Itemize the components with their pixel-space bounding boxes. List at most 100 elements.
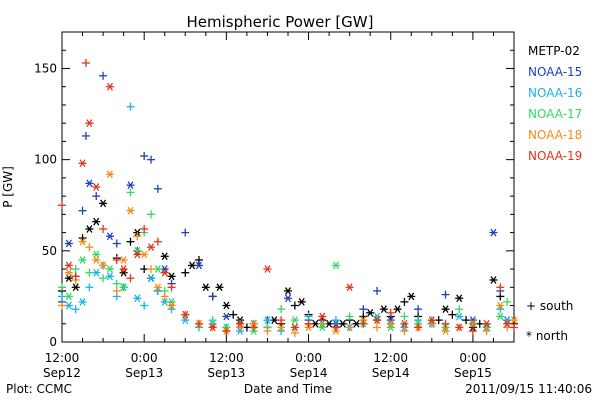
- point-noaa-17-south: [112, 279, 121, 288]
- point-metp-02-north: [379, 305, 388, 314]
- point-noaa-18-south: [147, 265, 156, 274]
- point-noaa-19-south: [58, 201, 66, 210]
- point-noaa-17-south: [126, 188, 135, 197]
- point-noaa-19-north: [503, 319, 512, 328]
- point-metp-02-north: [284, 287, 292, 295]
- point-noaa-18-south: [482, 327, 491, 336]
- point-noaa-17-north: [119, 283, 128, 292]
- point-noaa-19-south: [194, 319, 203, 328]
- point-noaa-19-south: [441, 319, 450, 328]
- point-noaa-18-north: [153, 283, 162, 292]
- point-noaa-19-north: [92, 183, 101, 191]
- point-noaa-18-north: [468, 319, 477, 328]
- point-metp-02-north: [201, 283, 210, 292]
- y-axis: 0 50 100 150: [34, 49, 514, 349]
- point-noaa-17-south: [345, 312, 354, 321]
- legend-entry: NOAA-17: [528, 107, 582, 121]
- footer-right: 2011/09/15 11:40:06: [465, 382, 592, 396]
- legend-entry: NOAA-19: [528, 149, 582, 163]
- x-tick-date-label: Sep14: [372, 366, 410, 380]
- x-tick-time-label: 0:00: [295, 351, 322, 365]
- point-noaa-17-south: [503, 297, 512, 306]
- point-noaa-15-south: [359, 305, 368, 314]
- point-noaa-15-south: [414, 305, 423, 314]
- x-tick-time-label: 0:00: [131, 351, 158, 365]
- point-metp-02-north: [85, 225, 94, 233]
- point-noaa-15-north: [222, 312, 231, 321]
- point-noaa-19-north: [160, 268, 169, 277]
- point-noaa-19-south: [468, 327, 477, 336]
- point-noaa-17-south: [99, 274, 108, 283]
- point-noaa-17-south: [208, 316, 217, 325]
- point-metp-02-north: [167, 272, 176, 281]
- point-noaa-19-south: [414, 323, 423, 332]
- point-noaa-18-south: [133, 232, 142, 241]
- point-noaa-19-north: [85, 119, 94, 128]
- point-noaa-17-south: [71, 265, 80, 274]
- point-noaa-15-south: [140, 152, 149, 160]
- point-noaa-17-south: [400, 312, 409, 321]
- point-metp-02-south: [475, 319, 484, 328]
- point-noaa-19-north: [133, 250, 142, 259]
- point-noaa-19-south: [510, 323, 518, 332]
- point-noaa-19-north: [119, 265, 128, 273]
- point-metp-02-north: [160, 252, 169, 261]
- point-noaa-19-south: [222, 327, 231, 336]
- y-tick-label: 100: [34, 153, 57, 167]
- point-metp-02-north: [455, 294, 464, 303]
- point-noaa-16-north: [64, 301, 73, 310]
- point-noaa-18-north: [126, 206, 135, 215]
- point-noaa-16-north: [92, 268, 101, 277]
- point-noaa-16-south: [126, 102, 135, 111]
- point-noaa-15-south: [92, 192, 101, 201]
- point-noaa-19-north: [455, 323, 464, 332]
- x-tick-time-label: 12:00: [373, 351, 408, 365]
- point-noaa-18-south: [318, 319, 327, 328]
- point-noaa-18-south: [263, 327, 272, 336]
- point-metp-02-north: [92, 217, 101, 226]
- point-noaa-15-north: [284, 294, 292, 303]
- y-tick-label: 150: [34, 61, 57, 75]
- x-axis-label: Date and Time: [244, 382, 332, 396]
- point-noaa-15-north: [64, 239, 73, 248]
- point-noaa-19-south: [153, 237, 162, 246]
- point-noaa-18-north: [140, 250, 149, 259]
- scatter-points: [58, 59, 518, 337]
- point-noaa-15-north: [105, 232, 114, 241]
- x-tick-date-label: Sep12: [43, 366, 81, 380]
- footer-left: Plot: CCMC: [6, 382, 72, 396]
- point-noaa-16-north: [133, 294, 142, 303]
- point-noaa-17-south: [58, 283, 66, 292]
- x-tick-date-label: Sep15: [454, 366, 492, 380]
- point-metp-02-south: [290, 301, 299, 310]
- point-metp-02-south: [140, 265, 149, 274]
- point-noaa-19-north: [290, 323, 299, 332]
- point-noaa-18-south: [85, 243, 94, 252]
- point-noaa-18-south: [58, 301, 66, 310]
- point-noaa-15-south: [99, 71, 108, 80]
- point-metp-02-south: [448, 310, 457, 319]
- point-metp-02-north: [99, 199, 108, 208]
- point-noaa-19-south: [99, 224, 108, 233]
- y-tick-label: 0: [49, 335, 57, 349]
- point-noaa-15-south: [78, 206, 87, 215]
- point-noaa-19-south: [71, 272, 80, 281]
- point-metp-02-north: [441, 305, 450, 314]
- point-noaa-18-south: [160, 292, 169, 301]
- chart-title: Hemispheric Power [GW]: [187, 13, 374, 31]
- point-noaa-18-north: [277, 323, 286, 332]
- point-noaa-16-south: [58, 292, 66, 301]
- point-metp-02-north: [393, 305, 402, 314]
- point-metp-02-north: [188, 261, 197, 270]
- point-noaa-18-south: [373, 323, 382, 332]
- point-metp-02-south: [181, 268, 190, 277]
- point-metp-02-north: [325, 319, 334, 328]
- legend-entry: NOAA-18: [528, 128, 582, 142]
- point-noaa-18-north: [99, 261, 108, 270]
- point-noaa-19-north: [78, 159, 87, 168]
- point-noaa-18-south: [112, 286, 121, 295]
- point-noaa-18-north: [386, 319, 395, 328]
- point-noaa-18-north: [496, 301, 505, 310]
- point-metp-02-north: [366, 308, 375, 317]
- x-tick-time-label: 0:00: [459, 351, 486, 365]
